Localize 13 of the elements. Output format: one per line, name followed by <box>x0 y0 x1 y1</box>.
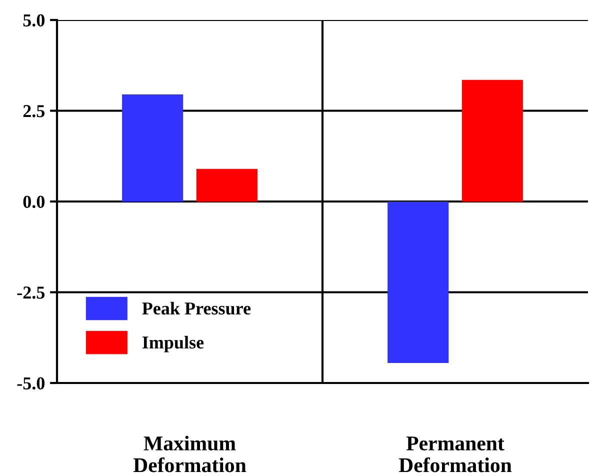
x-tick-label: Permanent Deformation <box>398 436 512 472</box>
x-tick-label: Maximum Deformation <box>133 436 246 472</box>
y-tick-label: -5.0 <box>17 377 45 390</box>
bar <box>388 202 449 364</box>
bar <box>196 168 258 202</box>
legend-label: Peak Pressure <box>142 302 251 315</box>
bar <box>122 94 184 202</box>
legend-label: Impulse <box>142 336 204 352</box>
y-tick-label: 0.0 <box>23 196 45 208</box>
bar <box>462 80 523 202</box>
y-tick-label: 2.5 <box>23 105 45 118</box>
y-tick-label: -2.5 <box>17 286 45 299</box>
y-tick-label: 5.0 <box>23 14 45 27</box>
